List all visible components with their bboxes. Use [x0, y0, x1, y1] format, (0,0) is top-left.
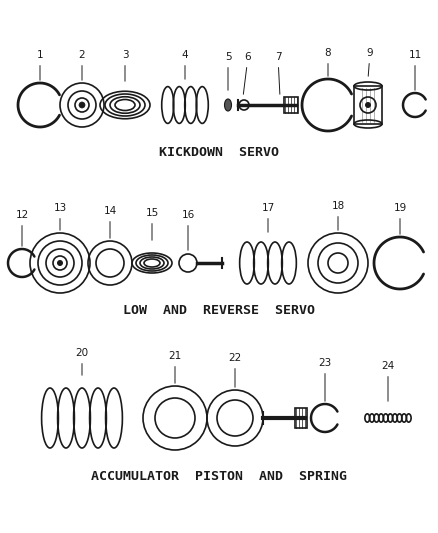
Text: 13: 13 [53, 203, 67, 230]
Text: 22: 22 [228, 353, 242, 387]
Text: 18: 18 [332, 201, 345, 230]
Bar [295, 408, 307, 428]
Text: 2: 2 [79, 50, 85, 80]
Text: 5: 5 [225, 52, 231, 90]
Text: LOW  AND  REVERSE  SERVO: LOW AND REVERSE SERVO [123, 304, 315, 318]
Text: 20: 20 [75, 348, 88, 375]
Text: 19: 19 [393, 203, 406, 234]
Text: 7: 7 [275, 52, 281, 94]
Text: 24: 24 [381, 361, 395, 401]
Circle shape [57, 260, 63, 266]
Text: 6: 6 [244, 52, 251, 94]
Bar [284, 97, 298, 113]
Text: 15: 15 [145, 208, 159, 240]
Text: 17: 17 [261, 203, 275, 232]
Circle shape [79, 102, 85, 108]
Text: 14: 14 [103, 206, 117, 238]
Text: 9: 9 [367, 48, 373, 76]
Text: 1: 1 [37, 50, 43, 80]
Circle shape [365, 102, 371, 108]
Text: 23: 23 [318, 358, 332, 401]
Text: 4: 4 [182, 50, 188, 79]
Text: 3: 3 [122, 50, 128, 81]
Bar [354, 86, 382, 124]
Text: 8: 8 [325, 48, 331, 76]
Ellipse shape [225, 99, 232, 111]
Text: 11: 11 [408, 50, 422, 90]
Text: ACCUMULATOR  PISTON  AND  SPRING: ACCUMULATOR PISTON AND SPRING [91, 470, 347, 482]
Text: 21: 21 [168, 351, 182, 383]
Text: 12: 12 [15, 210, 28, 246]
Text: 16: 16 [181, 210, 194, 250]
Text: KICKDOWN  SERVO: KICKDOWN SERVO [159, 147, 279, 159]
